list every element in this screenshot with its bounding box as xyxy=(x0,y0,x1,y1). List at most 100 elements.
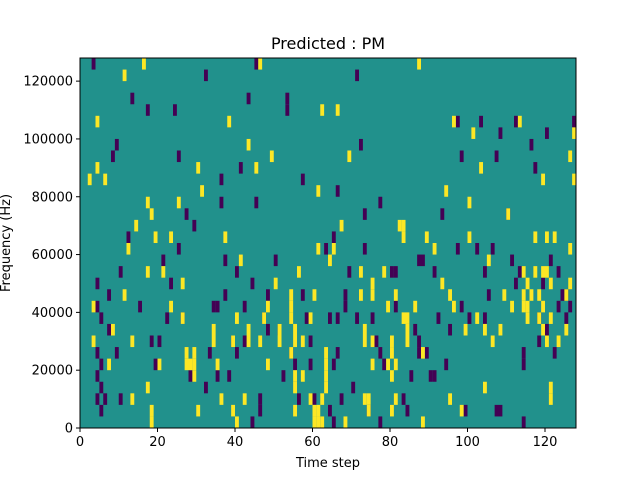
low-cell xyxy=(444,358,449,371)
high-cell xyxy=(320,416,325,428)
low-cell xyxy=(273,254,278,267)
high-cell xyxy=(343,416,348,428)
high-cell xyxy=(568,150,573,163)
high-cell xyxy=(231,404,236,417)
y-tick-label: 80000 xyxy=(32,190,73,205)
low-cell xyxy=(227,370,232,382)
low-cell xyxy=(545,323,549,336)
low-cell xyxy=(114,347,119,359)
high-cell xyxy=(246,335,251,348)
low-cell xyxy=(494,150,499,163)
low-cell xyxy=(533,162,538,174)
high-cell xyxy=(362,393,367,405)
high-cell xyxy=(393,358,398,371)
low-cell xyxy=(324,243,329,255)
low-cell xyxy=(552,347,557,359)
low-cell xyxy=(328,404,332,417)
low-cell xyxy=(483,312,487,324)
x-tick-label: 120 xyxy=(533,435,558,450)
y-tick-label: 0 xyxy=(65,422,73,437)
high-cell xyxy=(548,393,553,405)
low-cell xyxy=(351,381,356,394)
low-cell xyxy=(556,300,561,313)
low-cell xyxy=(537,335,542,348)
high-cell xyxy=(180,312,185,324)
plot-area xyxy=(79,57,577,429)
low-cell xyxy=(440,208,445,220)
high-cell xyxy=(149,416,154,428)
low-cell xyxy=(541,277,546,290)
low-cell xyxy=(405,404,410,417)
low-cell xyxy=(436,312,441,324)
high-cell xyxy=(145,266,150,278)
low-cell xyxy=(417,335,422,348)
low-cell xyxy=(91,58,96,70)
low-cell xyxy=(521,358,526,371)
high-cell xyxy=(552,231,557,243)
low-cell xyxy=(223,289,228,301)
high-cell xyxy=(386,358,391,371)
high-cell xyxy=(521,266,526,278)
high-cell xyxy=(405,323,410,336)
high-cell xyxy=(300,335,305,348)
high-cell xyxy=(262,312,267,324)
high-cell xyxy=(258,335,263,348)
high-cell xyxy=(370,358,375,371)
low-cell xyxy=(510,254,515,267)
low-cell xyxy=(382,358,387,371)
high-cell xyxy=(471,127,476,139)
low-cell xyxy=(297,393,301,405)
high-cell xyxy=(572,127,577,139)
low-cell xyxy=(246,92,251,105)
y-axis: 0 20000 40000 60000 80000 100000 120000 xyxy=(23,75,80,437)
low-cell xyxy=(359,138,363,151)
low-cell xyxy=(331,358,336,371)
low-cell xyxy=(250,416,255,428)
high-cell xyxy=(479,162,484,174)
low-cell xyxy=(374,335,379,348)
low-cell xyxy=(176,243,181,255)
high-cell xyxy=(413,300,418,313)
low-cell xyxy=(490,243,495,255)
high-cell xyxy=(192,370,197,382)
high-cell xyxy=(169,231,174,243)
high-cell xyxy=(196,404,201,417)
high-cell xyxy=(293,323,298,336)
high-cell xyxy=(293,381,298,394)
high-cell xyxy=(390,347,394,359)
low-cell xyxy=(165,312,170,324)
high-cell xyxy=(541,266,546,278)
high-cell xyxy=(548,277,553,290)
y-tick-label: 100000 xyxy=(23,132,73,147)
high-cell xyxy=(382,266,387,278)
low-cell xyxy=(114,138,119,151)
high-cell xyxy=(510,300,515,313)
low-cell xyxy=(347,266,352,278)
low-cell xyxy=(254,196,259,209)
low-cell xyxy=(285,92,290,105)
high-cell xyxy=(452,115,456,128)
low-cell xyxy=(413,323,418,336)
high-cell xyxy=(521,300,526,313)
low-cell xyxy=(149,335,154,348)
high-cell xyxy=(145,381,150,394)
high-cell xyxy=(452,300,456,313)
high-cell xyxy=(366,404,371,417)
high-cell xyxy=(475,312,480,324)
high-cell xyxy=(490,335,495,348)
high-cell xyxy=(142,58,146,70)
low-cell xyxy=(475,243,480,255)
high-cell xyxy=(258,58,263,70)
low-cell xyxy=(304,312,309,324)
low-cell xyxy=(312,393,317,405)
low-cell xyxy=(118,393,123,405)
high-cell xyxy=(463,323,468,336)
low-cell xyxy=(455,243,460,255)
low-cell xyxy=(335,185,340,197)
low-cell xyxy=(459,300,464,313)
high-cell xyxy=(324,370,329,382)
high-cell xyxy=(541,300,546,313)
low-cell xyxy=(103,393,108,405)
low-cell xyxy=(564,312,569,324)
high-cell xyxy=(176,196,181,209)
